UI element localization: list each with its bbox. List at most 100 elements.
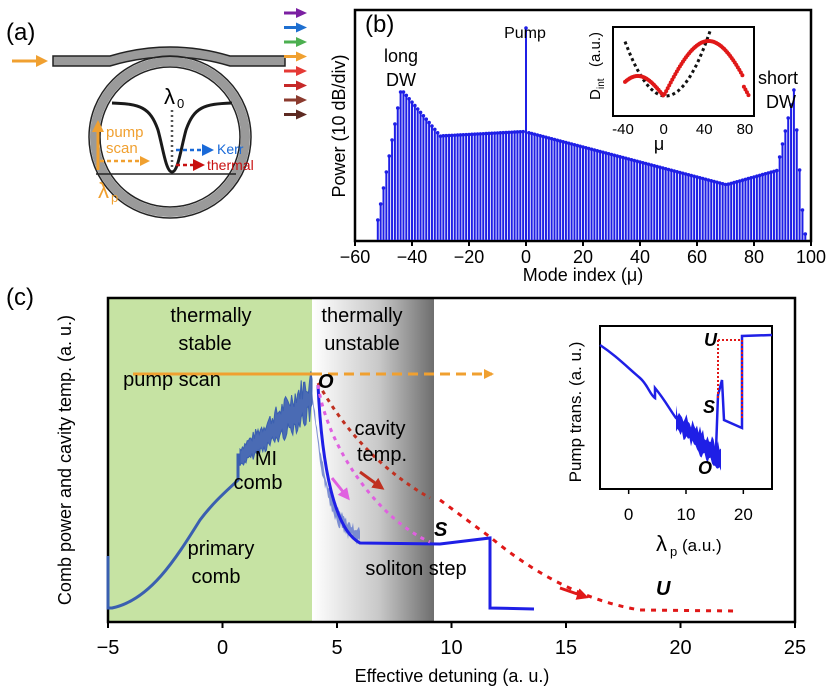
spectrum-dot-mu-87 xyxy=(772,169,776,174)
spectrum-dot-mu--4 xyxy=(512,130,517,134)
spectrum-dot-mu-80 xyxy=(752,175,756,179)
panel-b-xtick-5: 40 xyxy=(630,247,650,267)
cavity-temp-curve-1 xyxy=(316,382,431,500)
spectrum-dot-mu-11 xyxy=(555,138,560,143)
spectrum-dot-mu-97 xyxy=(800,208,805,212)
spectrum-dot-mu-89 xyxy=(777,155,782,159)
panel-b-inset-frame xyxy=(612,26,755,117)
spectrum-dot-mu-51 xyxy=(669,168,674,173)
spectrum-dot-mu-94 xyxy=(792,88,796,92)
spectrum-dot-mu--24 xyxy=(455,133,460,137)
spectrum-dot-mu-54 xyxy=(678,170,682,175)
inset-transmission-line xyxy=(599,333,773,453)
spectrum-dot-mu-57 xyxy=(686,172,691,177)
spectrum-dot-mu-18 xyxy=(575,143,580,148)
output-arrows xyxy=(284,8,307,120)
spectrum-bars xyxy=(376,26,808,240)
long-dw-label-2: DW xyxy=(386,70,416,90)
spectrum-dot-mu-85 xyxy=(766,171,771,175)
spectrum-dot-mu-64 xyxy=(706,178,711,182)
cavity-temp-arrow-2 xyxy=(559,586,589,600)
point-O: O xyxy=(318,371,334,393)
spectrum-dot-mu-1 xyxy=(527,130,531,135)
inset-xtick-1: 0 xyxy=(659,121,667,138)
soliton-fuzz xyxy=(312,387,360,545)
spectrum-dot-mu--38 xyxy=(415,107,420,111)
spectrum-dot-mu--12 xyxy=(490,131,494,136)
inset-dint-point-775 xyxy=(740,73,745,78)
spectrum-dot-mu-44 xyxy=(649,163,654,167)
spectrum-dot-mu--20 xyxy=(467,132,471,137)
spectrum-dot-mu-55 xyxy=(680,171,685,176)
spectrum-dot-mu-83 xyxy=(760,172,765,177)
inset-xlabel-main: λ xyxy=(656,531,667,556)
pump-scan-vert-head xyxy=(92,120,104,132)
spectrum-dot-mu-79 xyxy=(749,176,753,180)
spectrum-dot-mu-41 xyxy=(641,160,645,165)
spectrum-dot-mu--52 xyxy=(376,218,380,222)
output-arrow-head-4 xyxy=(296,66,307,76)
pump-scan-horiz-head xyxy=(140,156,150,166)
inset-ylabel-main: D xyxy=(587,89,604,100)
inset-ylabel-unit: (a.u.) xyxy=(587,32,604,67)
resonance-dip xyxy=(111,101,233,174)
spectrum-dot-mu-67 xyxy=(715,180,719,185)
spectrum-dot-mu-50 xyxy=(666,167,671,172)
spectrum-dot-mu-47 xyxy=(658,165,662,170)
panel-c-xtick-5: 20 xyxy=(669,637,691,659)
spectrum-dot-mu--21 xyxy=(464,132,468,137)
ring-inner xyxy=(99,66,241,208)
spectrum-dot-mu-39 xyxy=(635,159,639,164)
output-arrow-head-6 xyxy=(296,95,307,105)
spectrum-dot-mu-10 xyxy=(552,137,557,142)
spectrum-dot-mu-78 xyxy=(746,176,751,181)
spectrum-dot-mu-29 xyxy=(606,151,611,156)
panel-c-xtick-1: 0 xyxy=(217,637,228,659)
spectrum-dot-mu-68 xyxy=(718,181,722,185)
spectrum-dot-mu-27 xyxy=(601,150,605,155)
inset-c-xtick-0: 0 xyxy=(624,505,633,524)
spectrum-dot-mu-93 xyxy=(789,103,793,107)
spectrum-dot-mu-34 xyxy=(621,155,625,160)
panel-b-xlabel: Mode index (μ) xyxy=(523,265,643,285)
spectrum-dot-mu-49 xyxy=(663,166,668,171)
spectrum-dot-mu--42 xyxy=(404,93,409,98)
spectrum-dot-mu-73 xyxy=(732,180,736,185)
panel-b-xtick-3: 0 xyxy=(521,247,531,267)
short-dw-label-2: DW xyxy=(766,92,796,112)
spectrum-dot-mu-30 xyxy=(609,152,614,157)
spectrum-dot-mu-52 xyxy=(672,169,676,173)
spectrum-dot-mu-17 xyxy=(572,142,577,147)
inset-c-xtick-2: 20 xyxy=(734,505,753,524)
pump-scan-label-1: pump xyxy=(106,124,144,141)
spectrum-dot-mu--33 xyxy=(430,124,434,128)
spectrum-dot-mu-21 xyxy=(584,145,588,150)
spectrum-dot-mu-91 xyxy=(783,129,788,133)
inset-xlabel-sub: p xyxy=(670,544,677,559)
spectrum-dot-mu--49 xyxy=(384,170,389,174)
panel-c-inset-xlabel: λ p (a.u.) xyxy=(656,531,722,559)
spectrum-dot-mu-5 xyxy=(538,133,543,138)
input-arrow-head xyxy=(36,55,48,67)
lambda0-label: λ xyxy=(164,84,175,109)
spectrum-dot-mu-76 xyxy=(740,178,745,182)
spectrum-dot-mu--26 xyxy=(450,133,454,138)
mi-comb-label-2: comb xyxy=(234,472,283,494)
spectrum-dot-mu-8 xyxy=(547,136,551,140)
primary-comb-label-1: primary xyxy=(188,538,255,560)
spectrum-dot-mu--30 xyxy=(438,134,443,138)
spectrum-dot-mu-61 xyxy=(698,175,702,180)
spectrum-dot-mu-86 xyxy=(769,170,773,174)
thermal-label: thermal xyxy=(207,157,254,173)
panel-b-xtick-6: 60 xyxy=(687,247,707,267)
spectrum-dot-mu--3 xyxy=(515,130,520,134)
spectrum-dot-mu-58 xyxy=(689,173,694,178)
lambdap-sub: p xyxy=(111,190,118,205)
spectrum-dot-mu-22 xyxy=(586,146,591,151)
spectrum-dot-mu--8 xyxy=(501,130,506,135)
panel-c-inset-ylabel: Pump trans. (a. u.) xyxy=(566,342,585,483)
spectrum-dot-mu--27 xyxy=(447,133,451,138)
mi-comb-fill xyxy=(239,371,313,466)
spectrum-dot-mu-28 xyxy=(604,151,608,155)
